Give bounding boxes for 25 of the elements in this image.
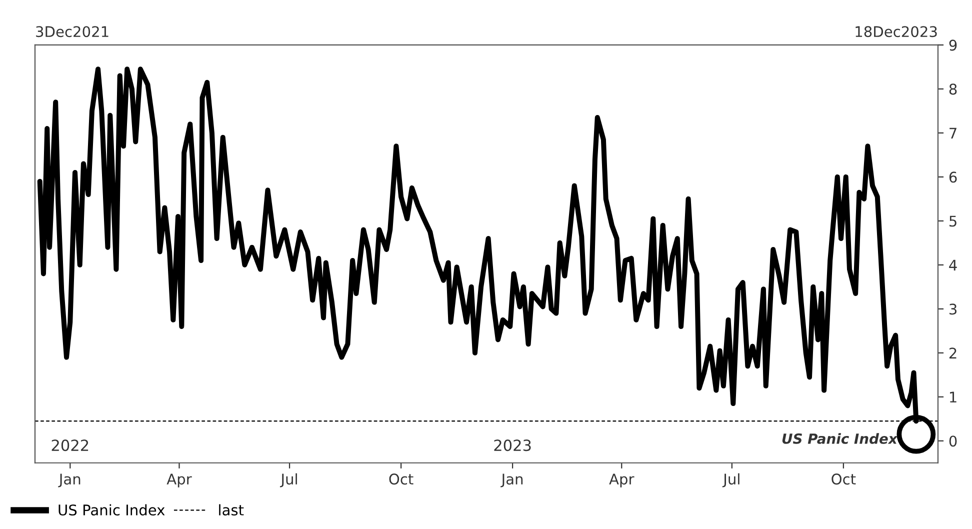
x2-tick-label: 2022	[52, 440, 88, 452]
text: 18Dec2023	[856, 26, 937, 38]
legend-label: US Panic Index	[58, 504, 165, 516]
y-tick-label: 1	[950, 392, 956, 402]
x-tick-label: Apr	[609, 474, 634, 488]
annotation: US Panic Index	[782, 433, 898, 444]
y-tick-label: 7	[950, 128, 956, 138]
y-tick-label: 2	[949, 348, 956, 358]
text: 3Dec2021	[36, 26, 108, 38]
y-tick-label: 0	[949, 436, 957, 447]
x-tick-label: Jul	[722, 473, 740, 488]
x-tick-label: Jan	[58, 474, 80, 488]
y-tick-label: 3	[950, 304, 957, 315]
y-tick-label: 8	[949, 84, 957, 95]
y-tick-label: 4	[949, 260, 957, 270]
x-tick-label: Oct	[832, 474, 856, 485]
y-tick-label: 5	[950, 216, 956, 227]
legend-label: last	[219, 504, 244, 516]
x2-tick-label: 2023	[494, 440, 531, 452]
x-tick-label: Oct	[389, 474, 414, 485]
x-tick-label: Jul	[280, 473, 297, 488]
y-tick-label: 6	[949, 172, 957, 183]
x-tick-label: Jan	[500, 474, 523, 488]
y-tick-label: 9	[949, 40, 957, 51]
x-tick-label: Apr	[166, 474, 192, 488]
